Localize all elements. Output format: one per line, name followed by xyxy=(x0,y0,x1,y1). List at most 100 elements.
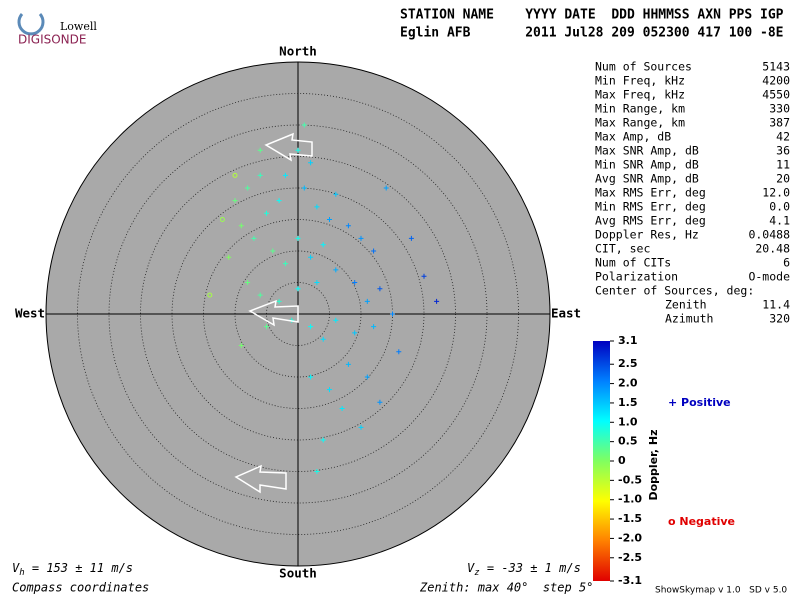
vz-text: Vz = -33 ± 1 m/s xyxy=(467,561,581,578)
source-positive xyxy=(251,235,257,241)
source-positive xyxy=(333,317,339,323)
compass-east: East xyxy=(551,306,581,321)
source-positive xyxy=(383,185,389,191)
source-positive xyxy=(314,280,320,285)
source-positive xyxy=(264,324,269,330)
source-positive xyxy=(270,248,276,254)
source-positive xyxy=(371,324,377,330)
source-positive xyxy=(308,160,314,166)
center-label: Zenith xyxy=(665,298,707,312)
source-positive xyxy=(421,273,427,279)
source-negative xyxy=(232,172,238,178)
stat-value: 4.1 xyxy=(769,214,790,228)
source-negative xyxy=(207,292,213,298)
stat-value: 0.0 xyxy=(769,200,790,214)
compass-south: South xyxy=(279,566,317,581)
source-positive xyxy=(364,374,370,380)
colorbar-tick-label: 0 xyxy=(618,454,626,467)
footer-mid: Zenith: max 40° step 5° xyxy=(419,581,593,595)
source-positive xyxy=(314,469,320,474)
legend-negative: o Negative xyxy=(668,515,735,528)
stat-label: Num of CITs xyxy=(595,256,671,270)
source-positive xyxy=(314,204,320,210)
stat-value: 0.0488 xyxy=(748,228,790,242)
stat-label: Max RMS Err, deg xyxy=(595,186,706,200)
source-positive xyxy=(339,406,345,411)
source-positive xyxy=(276,198,282,204)
footer-left: Compass coordinates xyxy=(12,581,149,595)
stat-label: Max SNR Amp, dB xyxy=(595,144,699,158)
source-positive xyxy=(320,437,326,443)
source-positive xyxy=(245,185,251,191)
logo-line1: Lowell xyxy=(60,20,97,33)
stat-label: Max Freq, kHz xyxy=(595,88,685,102)
colorbar-tick-label: -0.5 xyxy=(618,473,642,486)
source-positive xyxy=(282,261,288,267)
source-positive xyxy=(371,248,377,254)
source-positive xyxy=(390,311,395,317)
stat-label: Doppler Res, Hz xyxy=(595,228,699,242)
source-positive xyxy=(282,172,288,178)
center-value: 11.4 xyxy=(762,298,790,312)
stat-value: 42 xyxy=(776,130,790,144)
source-positive xyxy=(377,286,383,292)
source-positive xyxy=(257,292,263,298)
stat-value: O-mode xyxy=(748,270,790,284)
colorbar-tick-label: 3.1 xyxy=(618,334,638,347)
source-positive xyxy=(320,242,326,248)
stat-label: Min Freq, kHz xyxy=(595,74,685,88)
source-positive xyxy=(434,298,440,304)
footer-right: ShowSkymap v 1.0 SD v 5.0 xyxy=(655,586,787,596)
stat-value: 11 xyxy=(776,158,790,172)
velocity-arrow xyxy=(234,464,287,494)
source-positive xyxy=(301,122,307,128)
colorbar-tick-label: 1.5 xyxy=(618,396,638,409)
stat-label: Max Amp, dB xyxy=(595,130,671,144)
stat-value: 6 xyxy=(783,256,790,270)
source-positive xyxy=(333,191,339,197)
source-negative xyxy=(219,217,225,222)
legend-positive: + Positive xyxy=(668,396,731,409)
source-positive xyxy=(345,361,351,367)
colorbar-tick-label: -3.1 xyxy=(618,574,642,587)
colorbar xyxy=(593,341,610,581)
colorbar-tick-label: 2.0 xyxy=(618,377,638,390)
source-positive xyxy=(364,298,370,304)
source-positive xyxy=(308,254,314,260)
stat-value: 4200 xyxy=(762,74,790,88)
colorbar-tick-label: -1.0 xyxy=(618,493,642,506)
stat-label: CIT, sec xyxy=(595,242,650,256)
center-value: 320 xyxy=(769,312,790,326)
source-positive xyxy=(327,387,332,393)
colorbar-tick-label: 0.5 xyxy=(618,435,638,448)
colorbar-label: Doppler, Hz xyxy=(647,429,660,500)
source-positive xyxy=(320,336,326,342)
source-positive xyxy=(308,374,314,380)
source-positive xyxy=(358,424,364,430)
colorbar-tick-label: -1.5 xyxy=(618,512,642,525)
stat-label: Min SNR Amp, dB xyxy=(595,158,699,172)
center-title: Center of Sources, deg: xyxy=(595,284,754,298)
source-positive xyxy=(408,235,414,241)
stat-label: Avg SNR Amp, dB xyxy=(595,172,699,186)
source-positive xyxy=(257,147,263,153)
stat-value: 330 xyxy=(769,102,790,116)
colorbar-tick-label: 1.0 xyxy=(618,415,638,428)
source-positive xyxy=(295,286,301,292)
stat-label: Min RMS Err, deg xyxy=(595,200,706,214)
header-row1: STATION NAME YYYY DATE DDD HHMMSS AXN PP… xyxy=(400,8,784,23)
source-positive xyxy=(238,343,244,348)
colorbar-tick-label: -2.5 xyxy=(618,551,642,564)
stat-value: 5143 xyxy=(762,60,790,74)
source-positive xyxy=(295,235,301,241)
source-positive xyxy=(295,147,301,153)
compass-west: West xyxy=(15,306,45,321)
center-label: Azimuth xyxy=(665,312,713,326)
source-positive xyxy=(358,235,364,241)
velocity-arrow xyxy=(264,132,313,162)
source-positive xyxy=(352,330,358,336)
logo-arc xyxy=(17,13,45,36)
stat-value: 387 xyxy=(769,116,790,130)
source-positive xyxy=(301,185,307,191)
stat-value: 36 xyxy=(776,144,790,158)
